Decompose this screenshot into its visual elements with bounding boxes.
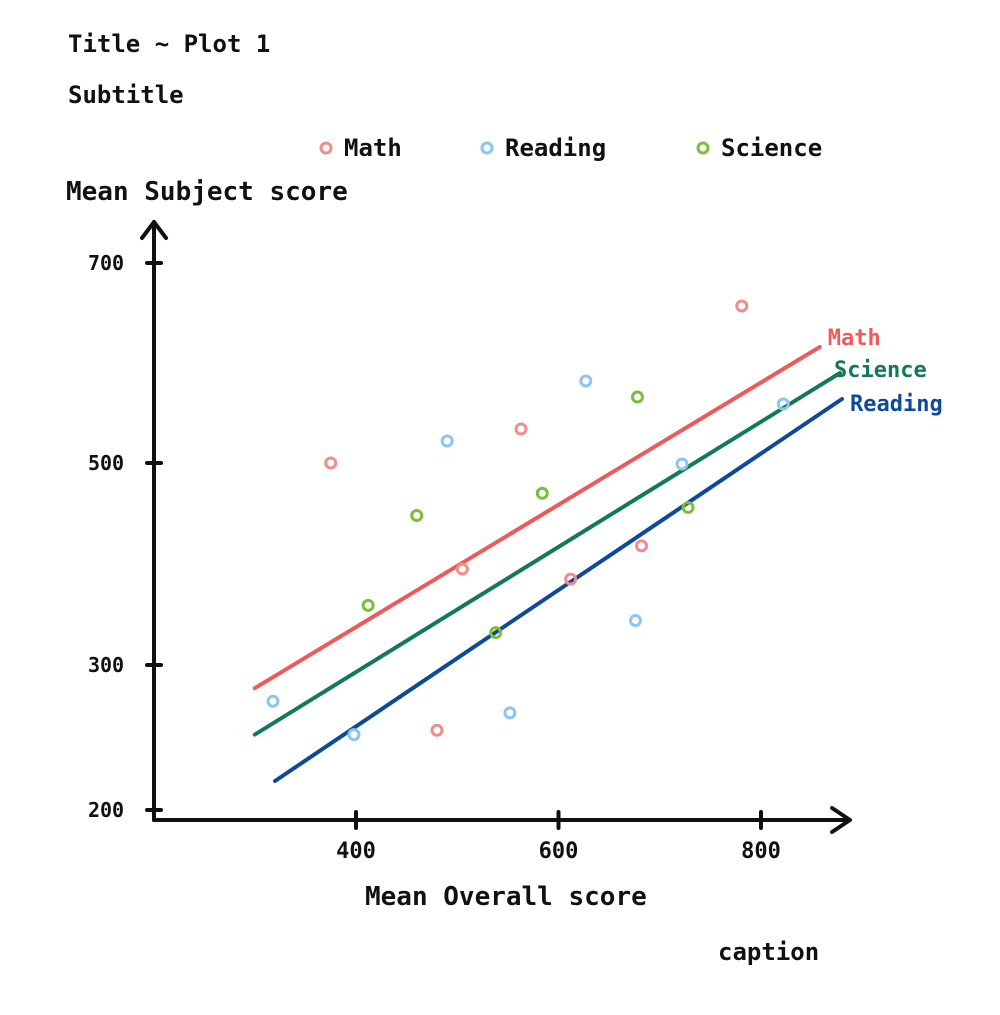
chart-title: Title ~ Plot 1 [68, 30, 270, 58]
x-tick-label: 800 [741, 839, 781, 864]
point-science [630, 390, 644, 404]
point-reading [266, 694, 280, 708]
point-math [324, 456, 338, 470]
trend-line-label-science: Science [834, 358, 927, 383]
trend-line-science [252, 371, 842, 737]
legend-marker-reading [480, 141, 494, 155]
legend: Math Reading Science [319, 134, 822, 162]
point-reading [776, 397, 790, 411]
chart-subtitle: Subtitle [68, 81, 184, 109]
point-science [489, 626, 503, 640]
point-reading [503, 706, 517, 720]
point-science [361, 598, 375, 612]
legend-label-science: Science [721, 134, 822, 162]
x-tick-label: 400 [336, 839, 376, 864]
x-axis-label: Mean Overall score [365, 882, 647, 912]
point-math [564, 572, 578, 586]
point-reading [440, 434, 454, 448]
point-science [681, 500, 695, 514]
y-axis-arrow [140, 220, 168, 240]
ticks: 400 600 800 200 300 500 700 [88, 251, 781, 864]
chart-caption: caption [718, 938, 819, 966]
point-math [430, 723, 444, 737]
y-tick-label: 500 [88, 451, 124, 475]
point-reading [579, 374, 593, 388]
point-reading [347, 728, 361, 742]
point-math [455, 562, 469, 576]
trend-line-labels: Math Science Reading [828, 326, 943, 417]
legend-label-math: Math [344, 134, 402, 162]
axes [140, 220, 852, 834]
point-math [635, 539, 649, 553]
point-science [410, 509, 424, 523]
y-axis-label: Mean Subject score [66, 177, 348, 207]
legend-label-reading: Reading [505, 134, 606, 162]
x-tick-label: 600 [539, 839, 579, 864]
point-reading [628, 614, 642, 628]
trend-line-label-math: Math [828, 326, 881, 351]
y-tick-label: 300 [88, 653, 124, 677]
legend-marker-math [319, 141, 333, 155]
trend-lines [252, 345, 844, 783]
x-axis-arrow [830, 806, 852, 834]
data-points [266, 299, 790, 742]
point-math [514, 422, 528, 436]
legend-marker-science [696, 141, 710, 155]
trend-line-reading [273, 397, 844, 783]
y-tick-label: 200 [88, 798, 124, 822]
trend-line-label-reading: Reading [850, 392, 943, 417]
point-math [735, 299, 749, 313]
trend-line-math [252, 345, 822, 691]
point-reading [675, 457, 689, 471]
point-science [535, 486, 549, 500]
y-tick-label: 700 [88, 251, 124, 275]
